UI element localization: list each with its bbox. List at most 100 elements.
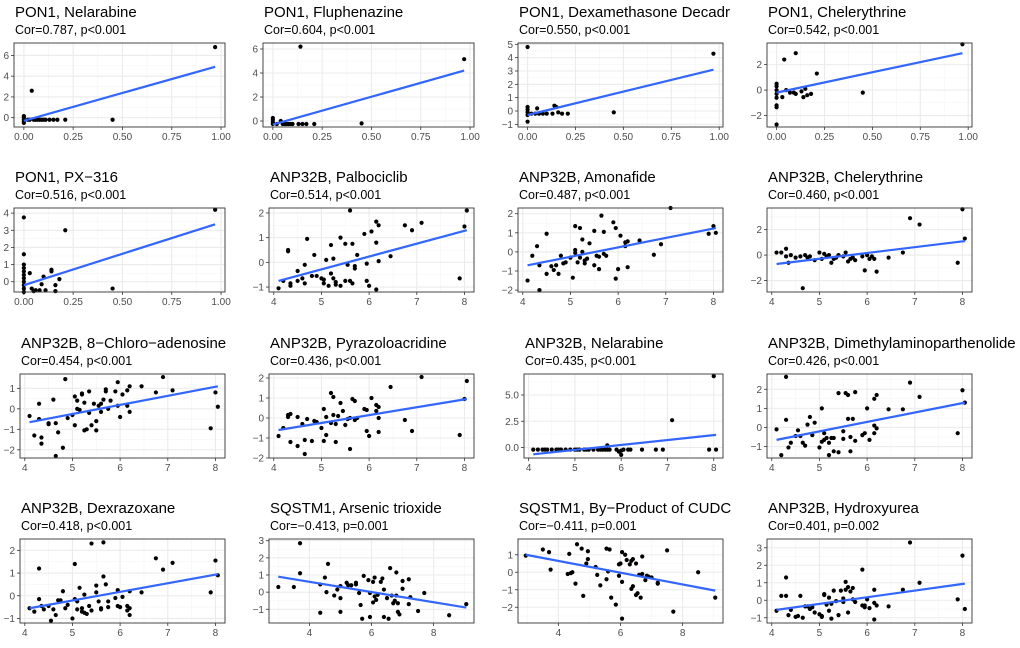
data-point xyxy=(640,571,645,577)
y-tick-label: −2 xyxy=(4,445,16,456)
data-point xyxy=(616,266,621,272)
data-point xyxy=(960,553,965,558)
data-point xyxy=(350,281,355,286)
data-point xyxy=(297,541,303,546)
data-point xyxy=(127,409,132,415)
y-tick-label: 2 xyxy=(756,561,762,572)
data-point xyxy=(314,273,319,279)
data-point xyxy=(94,583,99,588)
data-point xyxy=(79,391,85,396)
panel-title: PON1, Dexamethasone Decadr xyxy=(519,4,730,21)
panel-title: PON1, Chelerythrine xyxy=(768,4,906,21)
y-tick-label: 0 xyxy=(3,277,9,288)
y-tick-label: 4 xyxy=(507,53,513,64)
data-point xyxy=(353,582,359,587)
plot-background xyxy=(20,539,225,623)
x-tick-label: 4 xyxy=(556,628,562,639)
data-point xyxy=(369,229,374,234)
data-point xyxy=(89,423,94,428)
data-point xyxy=(113,389,118,394)
data-point xyxy=(711,224,716,229)
data-point xyxy=(783,246,789,251)
regression-line xyxy=(776,52,963,94)
y-tick-label: 0 xyxy=(507,107,513,118)
data-point xyxy=(388,384,393,390)
panel-border xyxy=(13,207,226,293)
data-point xyxy=(575,260,580,265)
data-point xyxy=(53,289,58,294)
x-tick-label: 1.00 xyxy=(460,132,480,143)
x-tick-label: 4 xyxy=(22,628,28,639)
data-point xyxy=(302,437,307,443)
data-point xyxy=(819,406,824,411)
panel-border xyxy=(268,207,475,293)
data-point xyxy=(160,374,166,380)
data-point xyxy=(120,392,125,397)
panel-title: ANP32B, Nelarabine xyxy=(525,335,663,352)
data-point xyxy=(872,256,877,262)
data-point xyxy=(817,250,822,255)
data-point xyxy=(362,231,367,237)
data-point xyxy=(321,406,326,412)
data-point xyxy=(295,268,300,274)
data-point xyxy=(798,254,803,259)
data-point xyxy=(843,579,848,584)
x-tick-label: 8 xyxy=(213,628,219,639)
data-point xyxy=(300,121,305,127)
data-point xyxy=(585,549,590,554)
data-point xyxy=(21,120,26,125)
data-point xyxy=(409,428,415,434)
data-point xyxy=(335,587,340,592)
data-point xyxy=(378,579,383,584)
data-point xyxy=(347,446,353,452)
data-point xyxy=(108,398,113,403)
panel-title: ANP32B, Palbociclib xyxy=(270,169,408,186)
panel-title: SQSTM1, Arsenic trioxide xyxy=(270,500,442,517)
data-point xyxy=(596,254,602,259)
data-point xyxy=(464,378,469,384)
data-point xyxy=(21,269,26,274)
data-point xyxy=(213,45,218,50)
data-point xyxy=(384,596,390,601)
data-point xyxy=(89,608,94,613)
data-point xyxy=(291,584,296,590)
x-tick-label: 5 xyxy=(319,297,325,308)
x-tick-label: 5 xyxy=(70,628,76,639)
scatter-panel: ANP32B, Pyrazoloacridine Cor=0.436, p<0.0… xyxy=(253,335,475,474)
x-tick-label: 7 xyxy=(665,463,671,474)
data-point xyxy=(288,283,293,288)
data-point xyxy=(788,252,793,258)
data-point xyxy=(331,394,336,400)
plot-background xyxy=(767,539,972,623)
data-point xyxy=(49,267,54,272)
data-point xyxy=(549,264,554,269)
panel-subtitle: Cor=0.418, p<0.001 xyxy=(21,519,132,533)
data-point xyxy=(367,283,372,288)
data-point xyxy=(462,224,467,229)
x-tick-label: 6 xyxy=(366,297,372,308)
data-point xyxy=(79,606,85,611)
data-point xyxy=(305,236,310,241)
x-tick-label: 6 xyxy=(369,628,375,639)
y-tick-label: 0 xyxy=(756,423,762,434)
data-point xyxy=(545,447,550,452)
data-point xyxy=(638,595,643,600)
x-tick-label: 8 xyxy=(711,297,717,308)
y-tick-label: −1 xyxy=(253,434,265,445)
plot-background xyxy=(767,208,972,292)
data-point xyxy=(537,287,542,293)
x-tick-label: 0.50 xyxy=(863,132,883,143)
data-point xyxy=(563,260,568,265)
y-tick-label: 1 xyxy=(9,384,15,395)
panel-title: PON1, PX−316 xyxy=(15,169,118,186)
data-point xyxy=(554,263,559,268)
x-tick-label: 4 xyxy=(526,463,532,474)
y-tick-label: 2 xyxy=(258,374,264,385)
x-tick-label: 6 xyxy=(366,463,372,474)
data-point xyxy=(625,265,630,270)
x-tick-label: 0.75 xyxy=(911,132,931,143)
y-tick-label: 2 xyxy=(3,243,9,254)
data-point xyxy=(21,276,26,281)
data-point xyxy=(962,236,967,241)
data-point xyxy=(394,570,399,575)
